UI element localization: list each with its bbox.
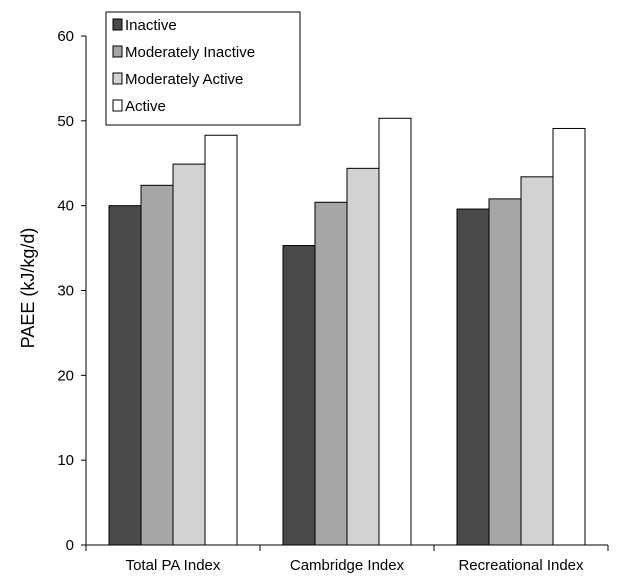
y-tick-label: 60	[57, 28, 74, 45]
bar-moderately-inactive-1	[314, 201, 348, 546]
bar-active-1	[378, 117, 412, 546]
legend-swatch	[112, 18, 123, 31]
bar-moderately-inactive-0	[140, 184, 174, 546]
bar-moderately-inactive-2	[488, 198, 522, 546]
y-tick-label: 0	[66, 537, 74, 554]
y-tick-label: 50	[57, 113, 74, 130]
legend-label: Moderately Inactive	[125, 44, 255, 61]
y-tick-label: 10	[57, 452, 74, 469]
bars-layer	[108, 117, 586, 546]
legend-label: Inactive	[125, 17, 177, 34]
legend: Inactive Moderately Inactive Moderately Ac…	[105, 11, 301, 126]
x-tick-label: Cambridge Index	[290, 557, 405, 574]
bar-inactive-1	[282, 245, 316, 546]
legend-box	[105, 11, 301, 126]
bar-moderately-active-2	[520, 176, 554, 546]
y-tick-label: 30	[57, 283, 74, 300]
bar-active-0	[204, 134, 238, 546]
legend-label: Active	[125, 98, 166, 115]
bar-moderately-active-0	[172, 163, 206, 546]
y-axis-label: PAEE (kJ/kg/d)	[18, 228, 38, 349]
x-tick-label: Recreational Index	[458, 557, 584, 574]
y-tick-label: 20	[57, 367, 74, 384]
bar-active-2	[552, 127, 586, 546]
axes-layer: 0 10 20 30 40 50 60 Total PA Index Cambridge Ind…	[57, 28, 609, 574]
legend-swatch	[112, 45, 123, 58]
y-tick-label: 40	[57, 198, 74, 215]
legend-swatch	[112, 72, 123, 85]
bar-inactive-0	[108, 205, 142, 546]
bar-moderately-active-1	[346, 167, 380, 546]
legend-swatch	[112, 99, 123, 112]
x-tick-label: Total PA Index	[126, 557, 221, 574]
legend-label: Moderately Active	[125, 71, 243, 88]
bar-inactive-2	[456, 208, 490, 546]
